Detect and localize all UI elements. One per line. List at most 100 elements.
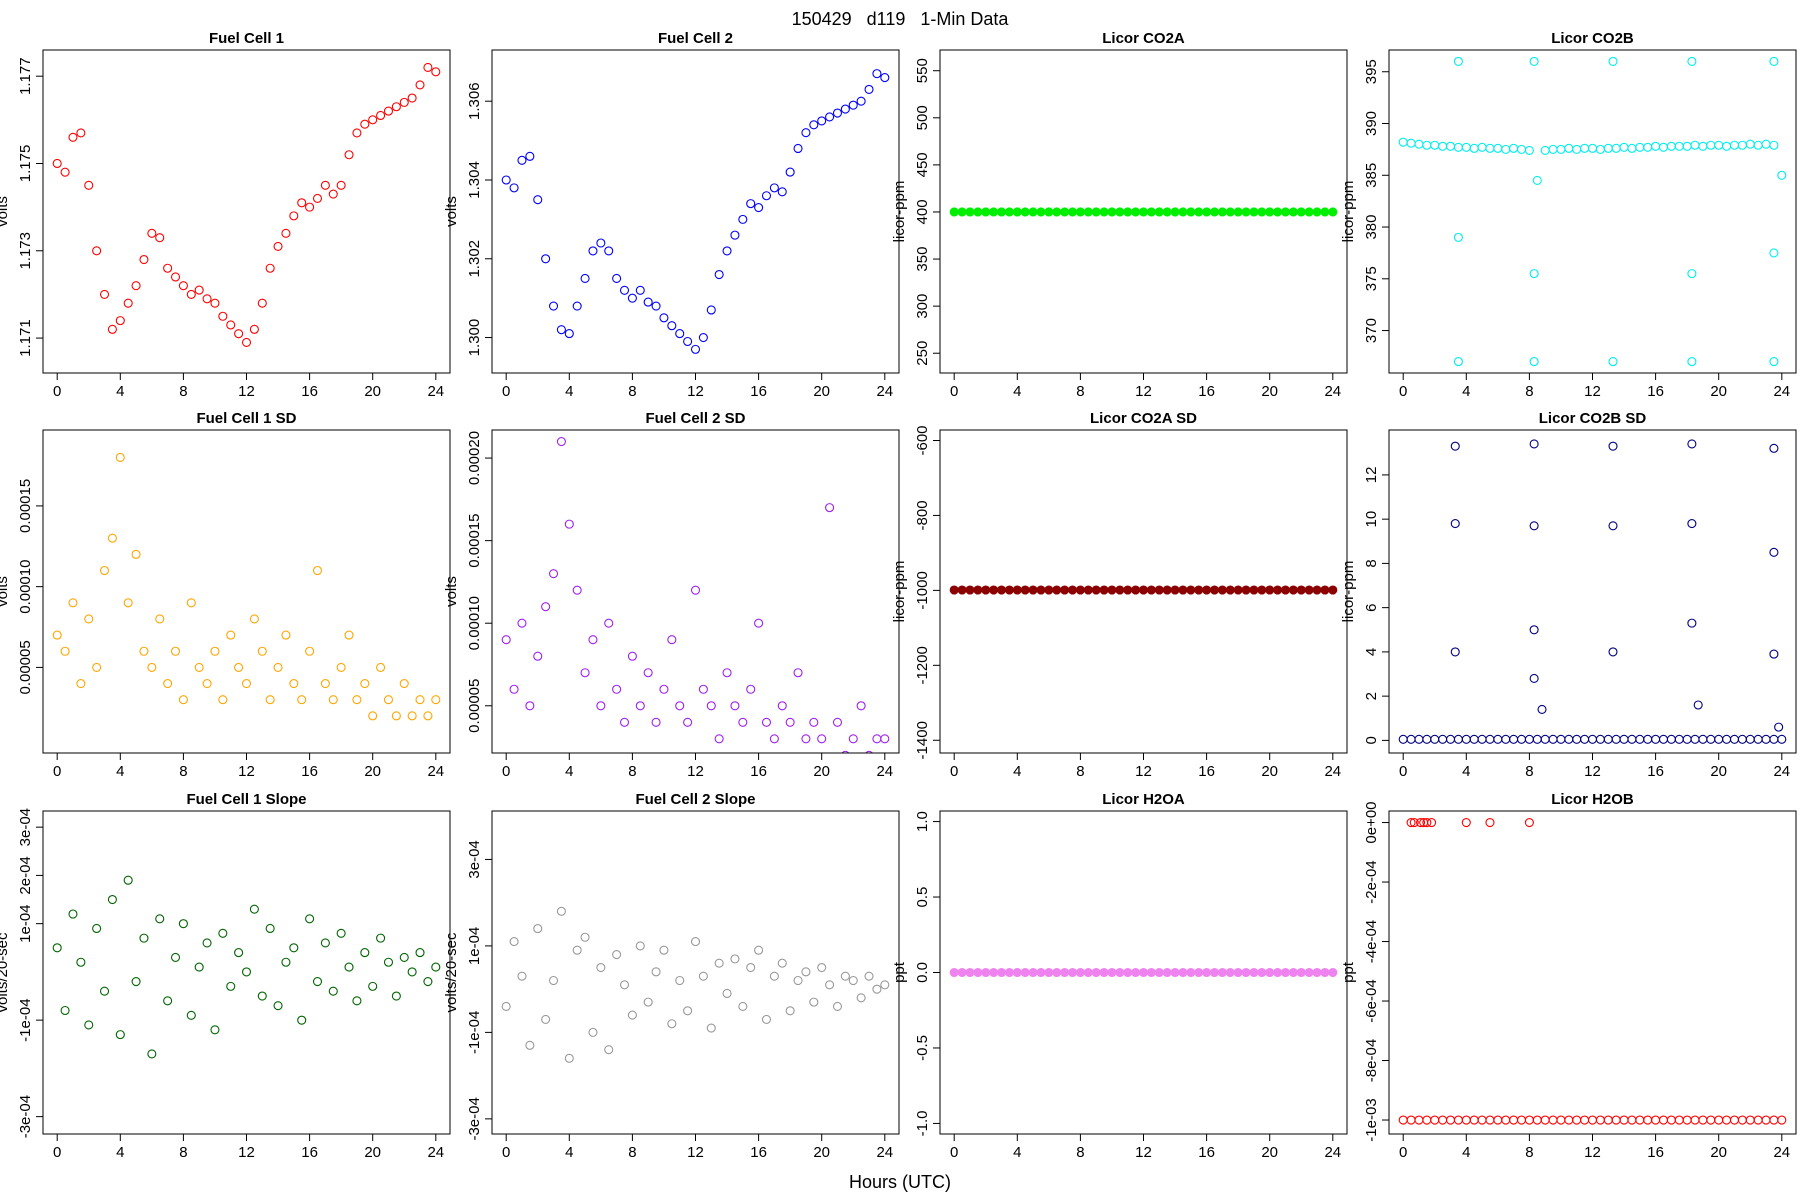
point — [336, 928, 346, 938]
point — [305, 914, 315, 924]
point — [1769, 734, 1779, 744]
point — [1233, 207, 1243, 217]
point — [509, 183, 519, 193]
point — [1422, 734, 1432, 744]
y-tick-label: -0.5 — [914, 1035, 931, 1061]
x-tick-label: 20 — [364, 763, 381, 780]
point — [84, 1020, 94, 1030]
point — [746, 684, 756, 694]
point — [1635, 142, 1645, 152]
x-tick-label: 20 — [1710, 763, 1727, 780]
point — [1280, 967, 1291, 978]
x-tick-label: 20 — [813, 1144, 830, 1161]
point — [1414, 139, 1424, 149]
point — [202, 679, 212, 689]
point — [328, 986, 338, 996]
point — [1060, 967, 1070, 978]
point — [501, 1001, 511, 1011]
point — [1265, 207, 1275, 217]
point — [1777, 170, 1787, 180]
point — [1714, 1115, 1724, 1125]
point — [1123, 207, 1133, 217]
point — [856, 96, 866, 106]
point — [1769, 443, 1779, 453]
point — [840, 971, 850, 981]
point — [1028, 585, 1038, 595]
x-tick-label: 24 — [427, 763, 444, 780]
point — [107, 324, 117, 334]
points — [1398, 56, 1787, 367]
y-tick-label: -1000 — [914, 571, 931, 609]
point — [1225, 967, 1235, 978]
point — [1328, 207, 1338, 217]
point — [281, 228, 291, 238]
point — [1020, 967, 1030, 978]
point — [1564, 734, 1574, 744]
point — [1328, 585, 1338, 595]
point — [1687, 269, 1697, 279]
point — [1099, 585, 1109, 595]
x-tick-label: 0 — [950, 1144, 958, 1161]
x-tick-label: 4 — [1013, 1144, 1021, 1161]
x-tick-label: 16 — [1647, 383, 1664, 400]
point — [1296, 967, 1306, 978]
panel-title: Fuel Cell 2 SD — [645, 410, 745, 427]
x-tick-label: 4 — [565, 383, 573, 400]
x-tick-label: 12 — [1584, 763, 1601, 780]
y-tick-label: 0.00015 — [17, 479, 34, 533]
point — [706, 1023, 716, 1033]
x-tick-label: 8 — [628, 763, 636, 780]
point — [1320, 967, 1330, 978]
point — [989, 207, 999, 217]
point — [1485, 143, 1495, 153]
point — [1509, 1115, 1519, 1125]
y-tick-label: 0.0 — [914, 962, 931, 983]
point — [1529, 521, 1539, 531]
point — [619, 717, 630, 727]
point — [273, 662, 283, 672]
point — [777, 958, 787, 968]
point — [155, 914, 165, 924]
point — [1004, 585, 1014, 595]
point — [1028, 967, 1038, 978]
point — [864, 971, 874, 981]
point — [257, 991, 267, 1001]
point — [92, 923, 102, 934]
point — [1706, 734, 1716, 744]
point — [981, 207, 991, 217]
point — [1769, 1115, 1779, 1125]
point — [1398, 734, 1408, 744]
point — [1666, 734, 1676, 744]
point — [1572, 734, 1582, 744]
y-tick-label: 400 — [914, 199, 931, 224]
x-tick-label: 12 — [687, 763, 704, 780]
y-tick-label: 12 — [1363, 467, 1380, 484]
point — [289, 943, 299, 953]
point — [1532, 1115, 1542, 1125]
point — [1445, 1115, 1456, 1125]
x-tick-label: 4 — [1013, 763, 1021, 780]
point — [1674, 1115, 1684, 1125]
x-tick-label: 12 — [1135, 763, 1152, 780]
point — [596, 238, 606, 248]
x-tick-label: 8 — [179, 1144, 187, 1161]
point — [777, 701, 787, 711]
point — [376, 933, 386, 943]
point — [360, 679, 370, 689]
point — [368, 115, 378, 125]
point — [305, 646, 315, 656]
point — [265, 263, 275, 273]
point — [957, 967, 967, 978]
point — [872, 984, 882, 994]
y-tick-label: -1e-04 — [466, 1011, 483, 1054]
x-tick-label: 16 — [1198, 383, 1215, 400]
point — [1257, 585, 1267, 595]
point — [548, 975, 559, 986]
point — [194, 285, 204, 295]
x-tick-label: 16 — [750, 1144, 767, 1161]
point — [1595, 734, 1605, 744]
point — [1469, 143, 1479, 153]
x-tick-label: 12 — [1135, 1144, 1152, 1161]
point — [415, 80, 425, 90]
point — [1501, 734, 1511, 744]
